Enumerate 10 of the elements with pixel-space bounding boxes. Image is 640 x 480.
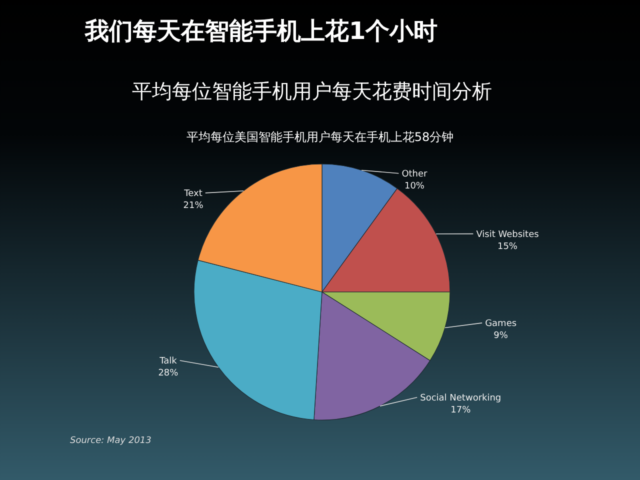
data-label: Social Networking 17% [420, 393, 502, 416]
data-label: Games 9% [485, 318, 517, 341]
annotation: Source: May 2013 [70, 436, 152, 446]
annotation: 平均每位美国智能手机用户每天在手机上花58分钟 [186, 130, 454, 144]
data-label: Other 10% [402, 169, 428, 192]
data-label: Talk 28% [158, 356, 178, 378]
title: 我们每天在智能手机上花1个小时 [85, 17, 438, 45]
data-label: Text 21% [183, 188, 204, 211]
subtitle: 平均每位智能手机用户每天花费时间分析 [132, 79, 492, 103]
data-label: Visit Websites 15% [476, 230, 539, 252]
